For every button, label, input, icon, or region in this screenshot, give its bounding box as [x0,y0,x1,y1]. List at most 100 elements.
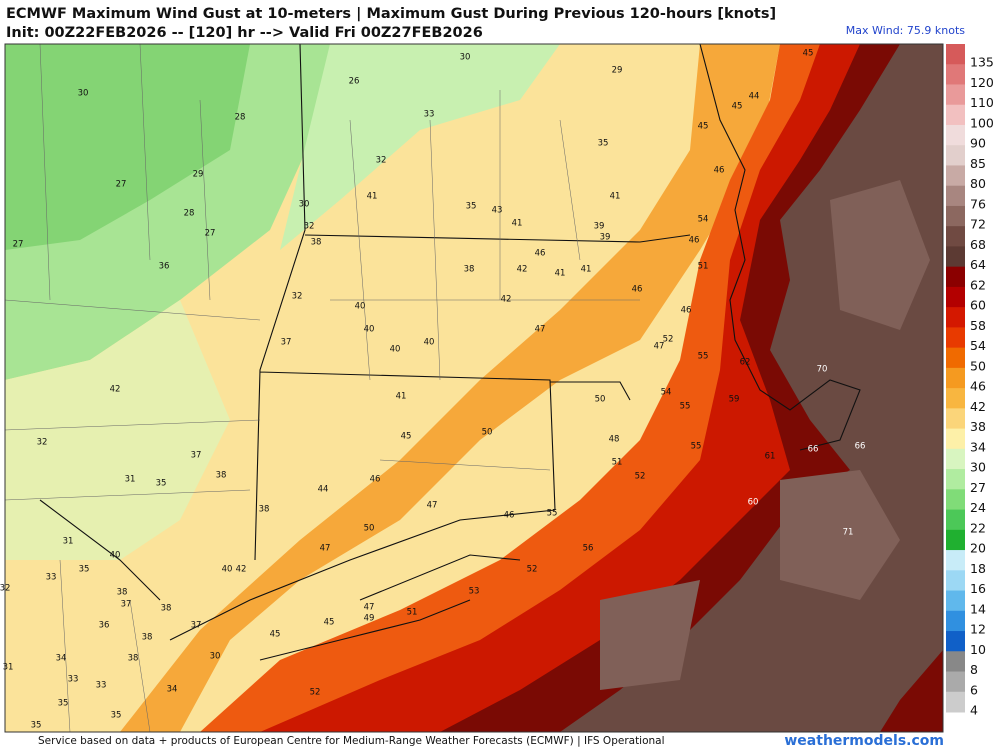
station-value: 45 [803,49,814,59]
station-value: 30 [78,89,89,99]
station-value: 43 [492,206,503,216]
station-value: 56 [583,544,594,554]
station-value: 47 [535,325,546,335]
station-value: 50 [595,395,606,405]
colorbar-label: 60 [970,298,986,313]
area-ocean-light [600,180,930,690]
colorbar-swatch [946,246,965,268]
station-value: 46 [714,166,725,176]
station-value: 47 [364,603,375,613]
station-value: 28 [184,209,195,219]
station-value: 39 [594,222,605,232]
station-value: 35 [58,699,69,709]
colorbar-label: 27 [970,480,986,495]
station-value: 46 [681,306,692,316]
station-value: 31 [125,475,136,485]
colorbar-swatch [946,84,965,106]
max-wind: Max Wind: 75.9 knots [846,24,965,37]
station-value: 46 [689,236,700,246]
colorbar-label: 68 [970,237,986,252]
colorbar-swatch [946,145,965,166]
station-value: 37 [191,451,202,461]
station-value: 44 [318,485,329,495]
station-value: 44 [749,92,760,102]
colorbar-label: 22 [970,520,986,535]
station-value: 61 [765,452,776,462]
station-value: 45 [324,618,335,628]
colorbar-swatch [946,104,965,126]
colorbar-swatch [946,44,965,65]
station-value: 54 [661,388,672,398]
station-value: 52 [635,472,646,482]
colorbar-swatch [946,651,965,673]
colorbar-swatch [946,367,965,389]
station-value: 31 [3,663,14,673]
station-value: 36 [99,621,110,631]
map-frame [4,43,944,733]
station-value: 32 [0,584,10,594]
colorbar-swatch [946,185,965,207]
colorbar-label: 80 [970,176,986,191]
station-value: 42 [517,265,528,275]
colorbar-swatch [946,165,965,187]
colorbar-label: 62 [970,277,986,292]
station-value: 38 [117,588,128,598]
colorbar-label: 54 [970,338,986,353]
colorbar-label: 24 [970,500,986,515]
station-value: 55 [691,442,702,452]
colorbar-swatch [946,671,965,693]
station-value: 45 [270,630,281,640]
subtitle: Init: 00Z22FEB2026 -- [120] hr --> Valid… [6,25,483,41]
station-value: 32 [37,438,48,448]
colorbar-label: 64 [970,257,986,272]
station-value: 30 [299,200,310,210]
colorbar-swatch [946,388,965,409]
colorbar-label: 50 [970,358,986,373]
station-value: 37 [281,338,292,348]
station-value: 41 [581,265,592,275]
station-value: 33 [424,110,435,120]
station-value: 26 [349,77,360,87]
colorbar-swatch [946,226,965,247]
station-value: 37 [191,621,202,631]
station-value: 45 [698,122,709,132]
station-value: 39 [600,233,611,243]
station-value: 52 [527,565,538,575]
station-value: 62 [740,358,751,368]
station-value: 33 [68,675,79,685]
station-value: 30 [210,652,221,662]
state-borders [39,44,861,661]
footer-credit: Service based on data + products of Euro… [38,735,665,747]
station-value: 28 [235,113,246,123]
colorbar-label: 120 [970,75,994,90]
colorbar-label: 16 [970,581,986,596]
station-value: 32 [304,222,315,232]
colorbar-swatch [946,691,965,713]
station-value: 46 [632,285,643,295]
station-value: 40 [222,565,233,575]
colorbar-swatch [946,205,965,227]
station-value: 66 [855,442,866,452]
colorbar-label: 42 [970,399,986,414]
station-value: 41 [610,192,621,202]
colorbar-label: 58 [970,318,986,333]
area-lightgreen [280,44,560,250]
colorbar-swatch [946,489,965,511]
colorbar-label: 8 [970,662,978,677]
colorbar-label: 46 [970,379,986,394]
station-value: 53 [469,587,480,597]
station-value: 34 [56,654,67,664]
station-value: 38 [142,633,153,643]
station-value: 31 [63,537,74,547]
footer-site: weathermodels.com [784,733,944,749]
station-labels: 30 26 30 29 45 28 33 45 44 45 35 27 29 32 46 41 35 43 41 39… [0,49,865,731]
colorbar-swatch [946,550,965,571]
station-value: 45 [732,102,743,112]
colorbar-label: 30 [970,460,986,475]
colorbar: 1351201101009085807672686462605854504642… [946,44,994,718]
station-value: 41 [367,192,378,202]
station-value: 42 [110,385,121,395]
station-value: 46 [370,475,381,485]
colorbar-swatch [946,631,965,652]
colorbar-label: 85 [970,156,986,171]
